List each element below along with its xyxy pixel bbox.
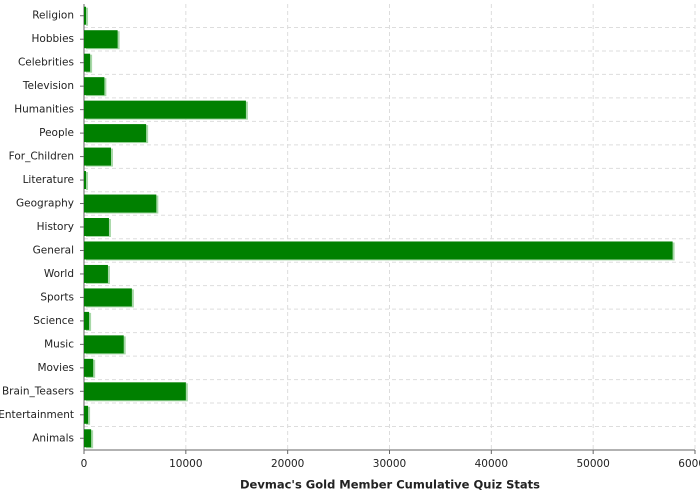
bar bbox=[84, 335, 124, 354]
y-tick-label: Geography bbox=[16, 198, 74, 210]
x-tick-label: 0 bbox=[81, 458, 88, 470]
x-tick-label: 40000 bbox=[475, 458, 508, 470]
y-tick-label: People bbox=[39, 127, 74, 139]
chart-title: Devmac's Gold Member Cumulative Quiz Sta… bbox=[240, 478, 540, 492]
bar bbox=[84, 405, 89, 424]
y-tick-label: For_Children bbox=[9, 151, 74, 163]
bar bbox=[84, 288, 132, 307]
bar bbox=[84, 77, 105, 96]
y-tick-label: Celebrities bbox=[18, 57, 74, 69]
y-tick-label: Television bbox=[22, 80, 74, 92]
y-tick-label: Entertainment bbox=[0, 409, 74, 421]
bar bbox=[84, 358, 94, 377]
bar bbox=[84, 53, 91, 72]
x-tick-label: 20000 bbox=[271, 458, 304, 470]
x-tick-label: 50000 bbox=[576, 458, 609, 470]
y-tick-label: Music bbox=[44, 338, 74, 350]
y-tick-label: Science bbox=[33, 315, 74, 327]
bar bbox=[84, 171, 87, 190]
bar bbox=[84, 311, 90, 330]
bar bbox=[84, 6, 87, 25]
y-tick-label: Religion bbox=[32, 10, 74, 22]
x-tick-label: 30000 bbox=[373, 458, 406, 470]
bar bbox=[84, 382, 186, 401]
bar bbox=[84, 241, 673, 260]
bar bbox=[84, 100, 246, 119]
y-tick-label: World bbox=[44, 268, 74, 280]
bar bbox=[84, 147, 111, 166]
bar bbox=[84, 194, 157, 213]
y-tick-label: Sports bbox=[40, 291, 74, 303]
bar bbox=[84, 429, 92, 448]
x-tick-label: 60000 bbox=[678, 458, 700, 470]
bar bbox=[84, 264, 108, 283]
y-tick-label: Humanities bbox=[14, 104, 74, 116]
y-tick-label: History bbox=[37, 221, 74, 233]
y-tick-label: Brain_Teasers bbox=[2, 385, 74, 397]
y-tick-label: Literature bbox=[23, 174, 74, 186]
y-tick-label: Hobbies bbox=[32, 33, 75, 45]
bar-shadow bbox=[86, 7, 89, 26]
y-tick-label: General bbox=[33, 244, 74, 256]
bar bbox=[84, 218, 109, 236]
bar-shadow bbox=[86, 172, 89, 191]
y-tick-label: Movies bbox=[37, 362, 74, 374]
bar bbox=[84, 30, 118, 49]
y-tick-label: Animals bbox=[32, 432, 74, 444]
bar bbox=[84, 124, 147, 143]
x-tick-label: 10000 bbox=[169, 458, 202, 470]
